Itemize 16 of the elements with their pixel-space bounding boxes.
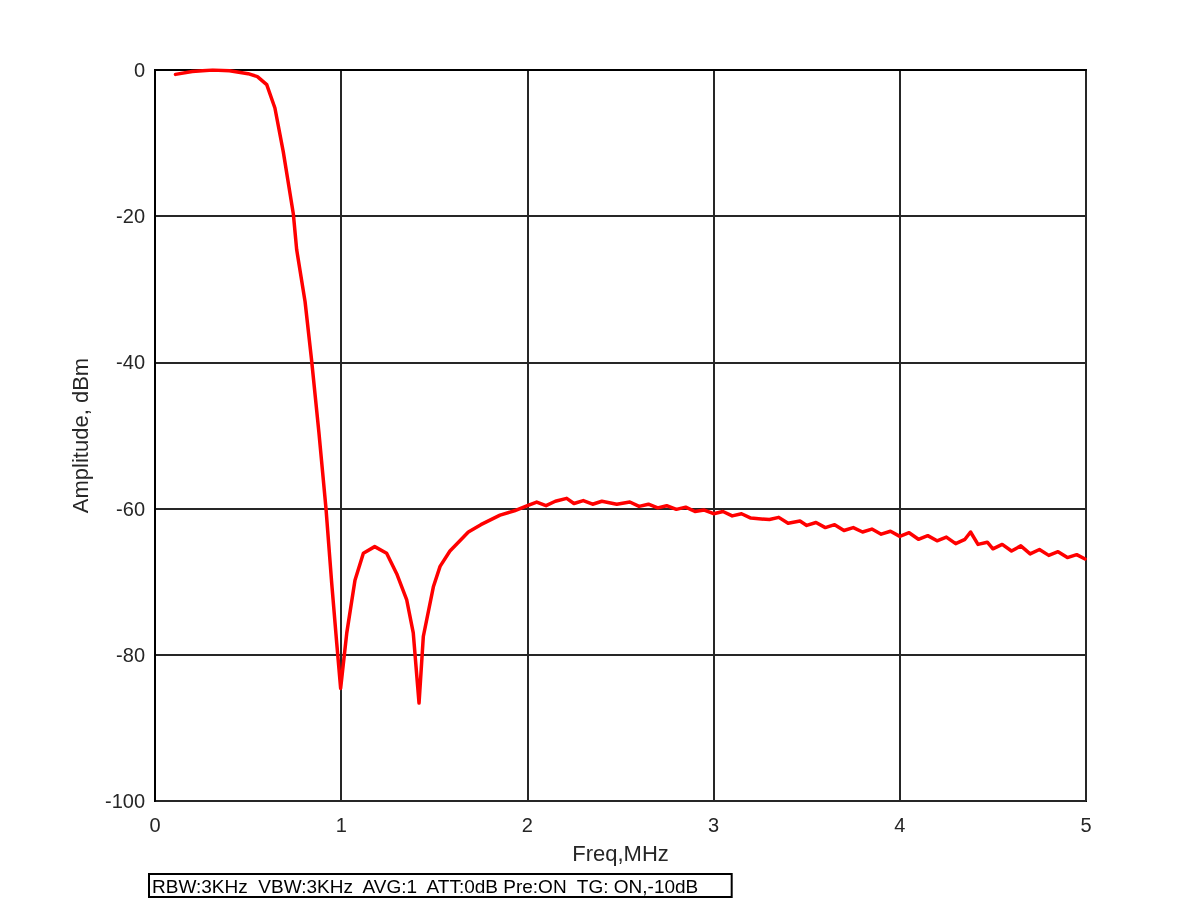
- y-tick-label: -20: [116, 205, 145, 228]
- y-axis-title: Amplitude, dBm: [67, 357, 93, 514]
- x-tick-label: 2: [521, 814, 533, 836]
- x-tick-label: 4: [894, 814, 906, 836]
- line-series: [173, 68, 1087, 705]
- text: RBW:3KHz VBW:3KHz AVG:1 ATT:0dB Pre:ON TG: ON,-10dB: [152, 876, 699, 897]
- x-axis-title: Freq,MHz: [572, 840, 669, 866]
- x-tick-label: 0: [149, 814, 161, 836]
- y-tick-label: 0: [133, 59, 145, 81]
- y-tick-label: -80: [116, 643, 145, 666]
- y-tick-label: -60: [116, 497, 145, 520]
- x-tick-label: 5: [1080, 814, 1092, 836]
- x-tick-label: 1: [335, 814, 347, 836]
- y-tick-label: -40: [116, 351, 145, 374]
- x-tick-label: 3: [708, 814, 720, 836]
- y-tick-label: -100: [104, 790, 145, 812]
